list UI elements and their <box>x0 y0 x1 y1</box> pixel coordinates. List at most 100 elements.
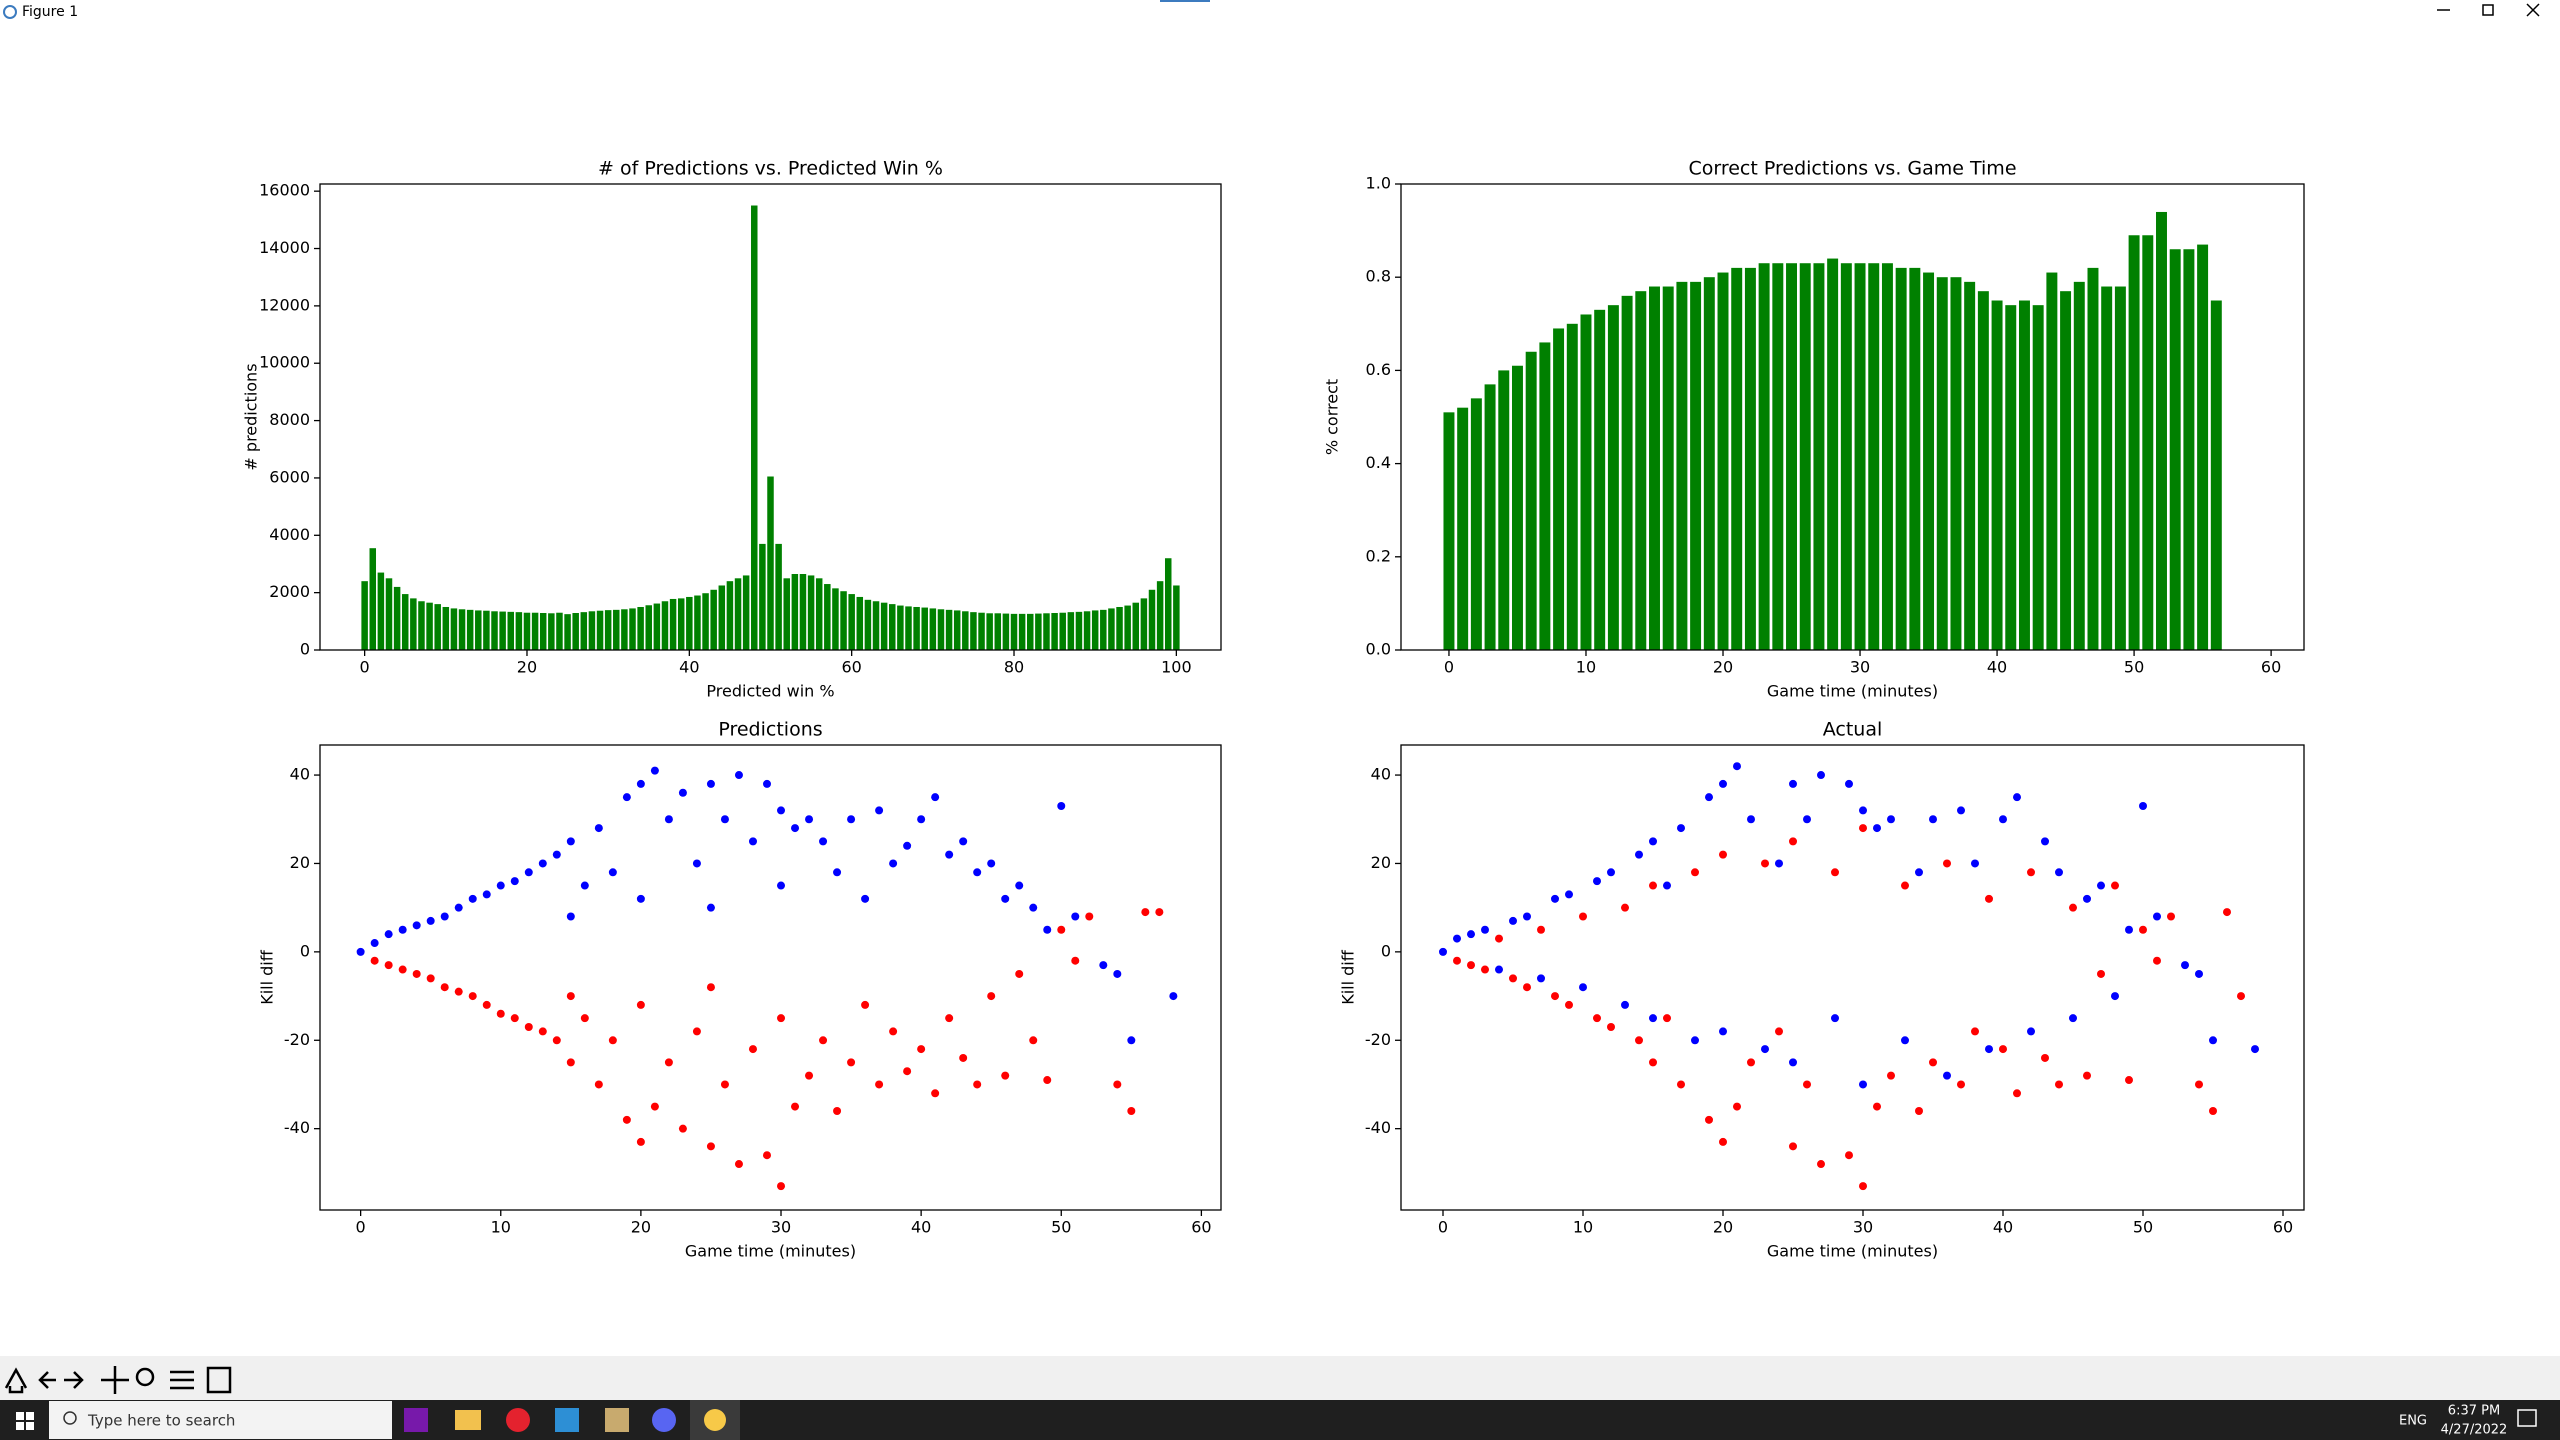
bar <box>686 596 693 650</box>
bar <box>2142 235 2154 650</box>
drag-indicator <box>1160 0 1210 2</box>
zoom-button[interactable] <box>135 1367 155 1387</box>
toolbar <box>0 1356 2560 1400</box>
scatter-point <box>847 1058 856 1067</box>
bar <box>2046 272 2058 650</box>
bar <box>669 598 677 650</box>
bar <box>1607 305 1619 650</box>
scatter-point <box>678 1124 687 1133</box>
bar <box>1027 613 1034 650</box>
y-tick-label: 0.4 <box>1366 453 1391 472</box>
x-tick-label: 40 <box>679 658 699 677</box>
scatter-point <box>931 793 940 802</box>
bar <box>572 613 579 650</box>
home-button[interactable] <box>4 1367 28 1394</box>
scatter-point <box>1901 1036 1909 1045</box>
scatter-point <box>1691 868 1699 877</box>
bar <box>645 605 652 650</box>
scatter-point <box>2055 868 2063 877</box>
scatter-point <box>538 1027 547 1036</box>
bar <box>556 612 563 650</box>
scatter-point <box>1985 894 1993 903</box>
bar <box>483 610 490 650</box>
discord-icon[interactable] <box>652 1408 676 1432</box>
bar <box>1991 300 2003 650</box>
bar <box>799 574 807 650</box>
scatter-point <box>692 1027 701 1036</box>
scatter-point <box>917 1045 926 1054</box>
toolbar-buttons <box>4 1366 232 1394</box>
scatter-point <box>1929 1058 1937 1067</box>
bar <box>1010 613 1018 650</box>
search-box[interactable] <box>49 1401 392 1439</box>
scatter-point <box>664 815 673 824</box>
bar <box>929 608 937 650</box>
scatter-point <box>805 1071 814 1080</box>
x-tick-label: 0 <box>1438 1218 1448 1237</box>
bar <box>2114 286 2126 650</box>
vscode-icon[interactable] <box>555 1408 579 1432</box>
clock-date[interactable]: 4/27/2022 <box>2441 1423 2508 1438</box>
scatter-point <box>468 992 477 1001</box>
scatter-point <box>875 1080 884 1089</box>
scatter-point <box>1113 1080 1122 1089</box>
opera-icon[interactable] <box>506 1408 530 1432</box>
start-button[interactable] <box>16 1412 34 1430</box>
scatter-point <box>384 961 393 970</box>
back-button[interactable] <box>38 1371 56 1389</box>
bar <box>759 543 766 650</box>
bar <box>2087 267 2099 650</box>
configure-button[interactable] <box>170 1370 194 1390</box>
scatter-point <box>650 1102 659 1111</box>
bar <box>751 205 758 650</box>
bar <box>994 613 1002 650</box>
scatter-point <box>1001 894 1010 903</box>
scatter-point <box>692 859 701 868</box>
bar <box>1936 277 1948 650</box>
x-tick-label: 0 <box>356 1218 366 1237</box>
scatter-point <box>1509 974 1517 983</box>
scatter-point <box>1705 793 1713 802</box>
notifications-button[interactable] <box>2517 1409 2537 1427</box>
league-icon[interactable] <box>605 1408 629 1432</box>
bar <box>1457 407 1469 650</box>
scatter-point <box>875 806 884 815</box>
bar <box>377 572 385 650</box>
explorer-icon[interactable] <box>455 1410 481 1430</box>
x-tick-label: 60 <box>1191 1218 1211 1237</box>
scatter-point <box>1747 815 1755 824</box>
scatter-point <box>945 850 954 859</box>
chart-title: Actual <box>1823 719 1883 741</box>
scatter-point <box>1509 916 1517 925</box>
restore-button[interactable] <box>2482 4 2494 16</box>
scatter-point <box>2153 956 2161 965</box>
scatter-point <box>2013 793 2021 802</box>
y-axis-label: Kill diff <box>258 949 277 1005</box>
bar <box>905 606 912 650</box>
bar <box>2005 305 2017 650</box>
clock-time[interactable]: 6:37 PM <box>2448 1404 2500 1419</box>
language-indicator[interactable]: ENG <box>2399 1414 2427 1429</box>
save-button[interactable] <box>206 1366 232 1394</box>
onenote-icon[interactable] <box>404 1408 428 1432</box>
scatter-point <box>1719 1137 1727 1146</box>
bar <box>637 606 644 650</box>
bar <box>1909 267 1921 650</box>
scatter-point <box>1663 1014 1671 1023</box>
bar <box>1868 263 1880 650</box>
y-tick-label: 16000 <box>259 181 310 200</box>
bar <box>1635 291 1647 650</box>
bar <box>507 611 514 650</box>
bar <box>1075 611 1083 650</box>
x-tick-label: 30 <box>1850 658 1870 677</box>
scatter-point <box>2195 969 2203 978</box>
bar <box>1649 286 1660 650</box>
pan-button[interactable] <box>101 1366 129 1394</box>
scatter-point <box>959 837 968 846</box>
close-button[interactable] <box>2526 3 2540 17</box>
scatter-point <box>1901 881 1909 890</box>
y-tick-label: 0.6 <box>1366 360 1391 379</box>
forward-button[interactable] <box>64 1371 84 1389</box>
bar <box>1511 365 1523 650</box>
bar <box>734 578 742 650</box>
